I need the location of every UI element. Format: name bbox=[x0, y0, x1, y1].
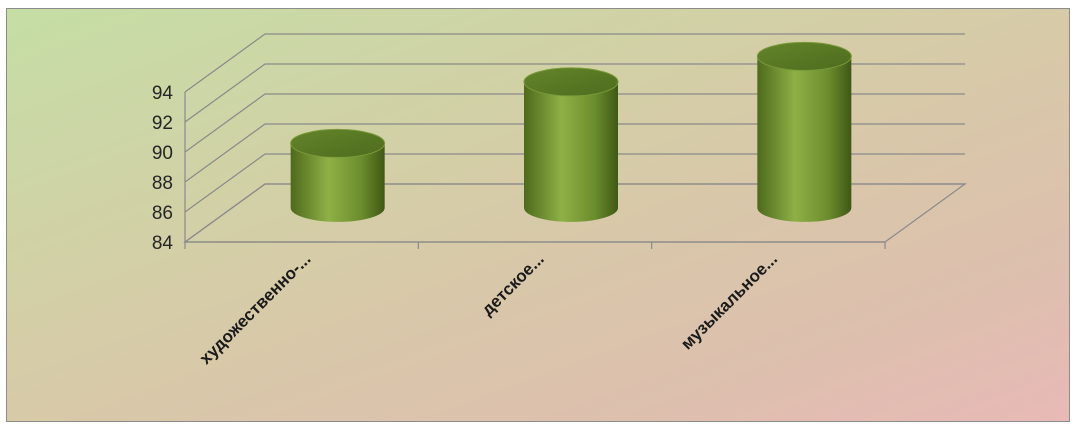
y-tick-label: 90 bbox=[152, 143, 173, 164]
x-category-label: детское... bbox=[478, 249, 548, 319]
bar bbox=[756, 41, 852, 222]
x-category-label: художественно-... bbox=[196, 249, 315, 368]
bar bbox=[523, 67, 619, 222]
gridline bbox=[184, 183, 965, 243]
y-tick-label: 88 bbox=[152, 173, 173, 194]
x-category-label: музыкальное... bbox=[677, 249, 781, 353]
bar bbox=[290, 128, 386, 222]
y-tick-label: 84 bbox=[152, 233, 174, 254]
gridline bbox=[184, 123, 965, 183]
y-tick-label: 86 bbox=[152, 203, 173, 224]
gridline bbox=[184, 33, 965, 93]
gridline bbox=[184, 153, 965, 213]
y-tick-label: 94 bbox=[152, 83, 174, 104]
chart-area: 84 86 88 90 92 94 художественно-... детское... м… bbox=[6, 8, 1070, 422]
y-tick-label: 92 bbox=[152, 113, 173, 134]
chart-svg: 84 86 88 90 92 94 художественно-... детское... м… bbox=[152, 33, 967, 368]
gridline bbox=[184, 93, 965, 153]
gridline bbox=[184, 63, 965, 123]
